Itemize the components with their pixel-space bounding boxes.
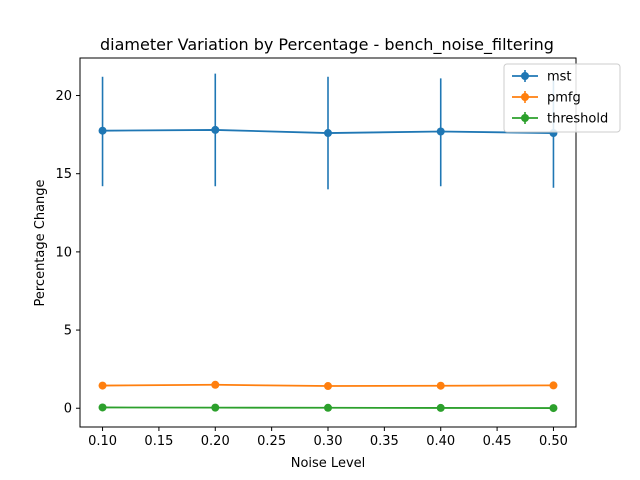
data-point: [211, 125, 220, 134]
x-tick-label: 0.35: [370, 434, 399, 449]
plot-area: [98, 73, 558, 413]
legend-marker: [521, 72, 529, 80]
x-tick-label: 0.15: [144, 434, 173, 449]
data-point: [98, 403, 107, 412]
y-tick-label: 0: [64, 402, 72, 417]
series-threshold: [98, 403, 558, 413]
data-point: [549, 404, 558, 413]
x-tick-label: 0.45: [483, 434, 512, 449]
legend: mst pmfg threshold: [503, 63, 621, 133]
data-point: [436, 127, 445, 136]
x-tick-label: 0.25: [257, 434, 286, 449]
x-axis-label: Noise Level: [291, 456, 366, 471]
legend-box: [503, 63, 621, 133]
x-tick-label: 0.20: [201, 434, 230, 449]
x-tick-label: 0.30: [314, 434, 343, 449]
y-tick-label: 10: [55, 245, 72, 260]
chart-title: diameter Variation by Percentage - bench…: [100, 35, 554, 55]
data-point: [324, 129, 332, 138]
legend-label: threshold: [547, 112, 608, 127]
data-point: [98, 126, 107, 135]
series-mst: [98, 73, 558, 190]
y-tick-label: 15: [55, 167, 72, 182]
data-point: [436, 403, 445, 412]
data-point: [436, 381, 445, 390]
data-point: [549, 381, 558, 390]
data-point: [211, 403, 220, 412]
data-point: [98, 381, 107, 390]
x-tick-label: 0.50: [539, 434, 568, 449]
x-tick-label: 0.10: [88, 434, 117, 449]
legend-marker: [521, 93, 529, 101]
data-point: [324, 382, 332, 391]
legend-marker: [521, 114, 529, 122]
y-tick-label: 5: [64, 324, 72, 339]
legend-label: mst: [547, 70, 572, 85]
data-point: [211, 380, 220, 389]
y-tick-label: 20: [55, 89, 72, 104]
y-axis-label: Percentage Change: [33, 179, 48, 306]
data-point: [324, 403, 332, 412]
legend-label: pmfg: [547, 91, 581, 106]
series-pmfg: [98, 380, 558, 391]
x-axis: 0.10 0.15 0.20 0.25 0.30 0.35 0.40 0.45 0.50: [88, 427, 568, 449]
x-tick-label: 0.40: [426, 434, 455, 449]
y-axis: 0 5 10 15 20: [55, 89, 80, 417]
